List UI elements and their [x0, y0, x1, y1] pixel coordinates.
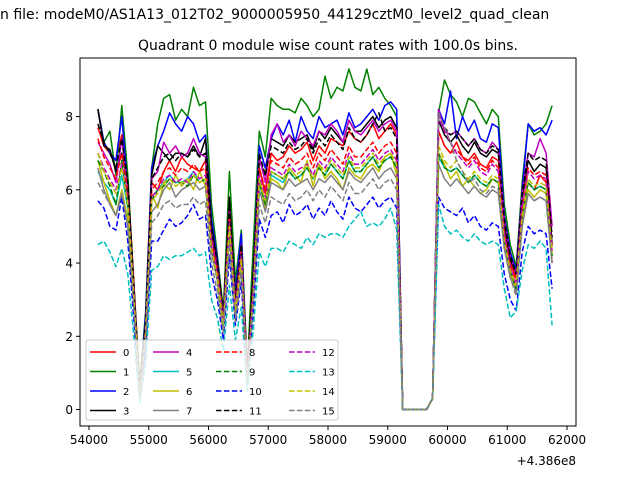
y-tick-label: 0 — [65, 403, 73, 417]
legend-label-0: 0 — [123, 348, 129, 359]
x-axis-ticks: 54000 55000 56000 57000 58000 59000 60000 61000… — [70, 426, 586, 447]
series-line-0 — [97, 123, 553, 411]
y-tick-label: 4 — [65, 257, 73, 271]
legend-label-15: 15 — [322, 407, 335, 418]
legend-box — [85, 339, 339, 421]
y-tick-label: 8 — [65, 110, 73, 124]
legend-label-2: 2 — [123, 387, 129, 398]
legend-label-8: 8 — [249, 348, 255, 359]
series-line-8 — [97, 130, 553, 411]
legend-label-12: 12 — [322, 348, 335, 359]
legend-label-3: 3 — [123, 407, 129, 418]
x-tick-label: 57000 — [249, 433, 287, 447]
x-offset-label: +4.386e8 — [517, 454, 576, 468]
y-tick-label: 2 — [65, 330, 73, 344]
series-line-9 — [97, 152, 553, 411]
series-line-13 — [97, 203, 553, 411]
legend-label-9: 9 — [249, 368, 255, 379]
series-line-3 — [97, 109, 553, 411]
series-line-15 — [97, 112, 553, 411]
y-axis-ticks: 0 2 4 6 8 — [65, 110, 80, 417]
x-tick-label: 61000 — [488, 433, 526, 447]
legend-label-14: 14 — [322, 387, 335, 398]
x-tick-label: 62000 — [548, 433, 586, 447]
x-tick-label: 60000 — [428, 433, 466, 447]
x-tick-label: 55000 — [130, 433, 168, 447]
chart-title: Quadrant 0 module wise count rates with … — [138, 38, 518, 54]
series-line-14 — [97, 145, 553, 411]
series-line-7 — [97, 163, 553, 411]
legend-label-6: 6 — [186, 387, 192, 398]
legend-label-1: 1 — [123, 368, 129, 379]
series-line-11 — [97, 112, 553, 411]
series-line-10 — [97, 196, 553, 411]
x-tick-label: 58000 — [309, 433, 347, 447]
x-tick-label: 56000 — [189, 433, 227, 447]
series-layer — [97, 68, 553, 411]
series-line-12 — [97, 115, 553, 411]
x-tick-label: 54000 — [70, 433, 108, 447]
y-tick-label: 6 — [65, 183, 73, 197]
x-tick-label: 59000 — [369, 433, 407, 447]
series-line-1 — [97, 68, 553, 411]
legend-label-5: 5 — [186, 368, 192, 379]
legend-label-13: 13 — [322, 368, 335, 379]
legend-label-7: 7 — [186, 407, 192, 418]
legend-label-4: 4 — [186, 348, 192, 359]
figure-suptitle: n file: modeM0/AS1A13_012T02_9000005950_… — [0, 7, 549, 23]
legend-label-11: 11 — [249, 407, 262, 418]
series-line-2 — [97, 90, 553, 411]
legend-label-10: 10 — [249, 387, 262, 398]
